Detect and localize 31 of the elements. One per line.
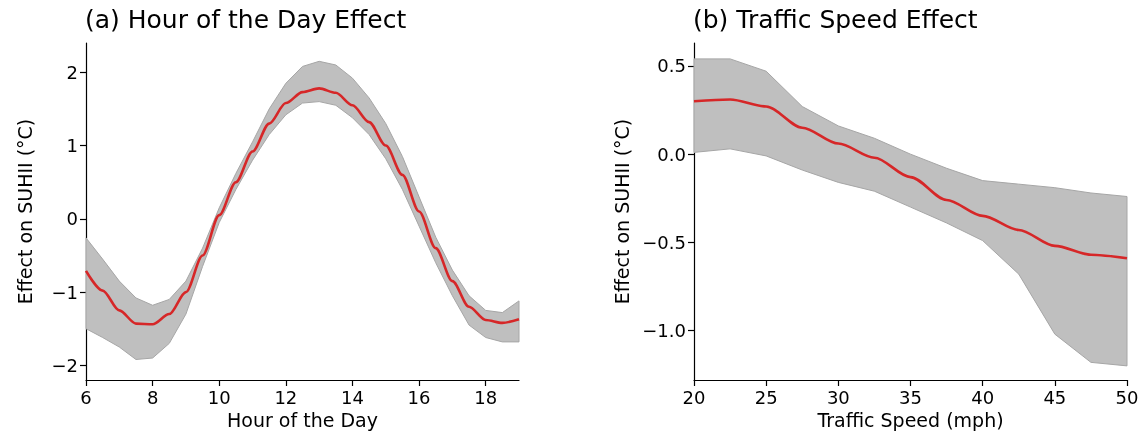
x-tick-label: 50 <box>1115 386 1139 408</box>
x-tick-label: 14 <box>341 386 364 408</box>
y-tick-label: −0.5 <box>642 231 686 253</box>
x-tick-label: 16 <box>407 386 431 408</box>
x-tick-label: 12 <box>274 386 298 408</box>
y-tick-label: 0.5 <box>657 55 686 77</box>
x-tick-label: 30 <box>826 386 850 408</box>
x-tick-label: 20 <box>682 386 706 408</box>
x-tick-label: 40 <box>971 386 995 408</box>
y-tick-label: −2 <box>51 354 78 376</box>
x-tick-label: 25 <box>754 386 778 408</box>
y-tick-label: 1 <box>66 135 78 157</box>
x-axis-title: Hour of the Day <box>227 409 378 432</box>
x-tick-label: 35 <box>899 386 922 408</box>
line-series <box>84 87 521 326</box>
y-tick-label: 0.0 <box>657 143 686 165</box>
x-tick-label: 45 <box>1043 386 1067 408</box>
y-axis-title: Effect on SUHII (°C) <box>13 118 36 305</box>
chart-title: (b) Traffic Speed Effect <box>693 5 978 34</box>
x-tick-label: 6 <box>80 386 92 408</box>
chart-title: (a) Hour of the Day Effect <box>85 5 407 34</box>
x-tick-label: 8 <box>146 386 159 408</box>
y-tick-label: 2 <box>66 61 78 83</box>
y-tick-label: −1 <box>51 281 78 303</box>
y-tick-label: −1.0 <box>642 320 686 342</box>
y-tick-label: 0 <box>66 208 78 230</box>
y-axis-title: Effect on SUHII (°C) <box>610 118 633 305</box>
x-tick-label: 18 <box>474 386 498 408</box>
x-axis-title: Traffic Speed (mph) <box>816 409 1004 432</box>
line-series <box>692 98 1129 260</box>
x-tick-label: 10 <box>207 386 231 408</box>
